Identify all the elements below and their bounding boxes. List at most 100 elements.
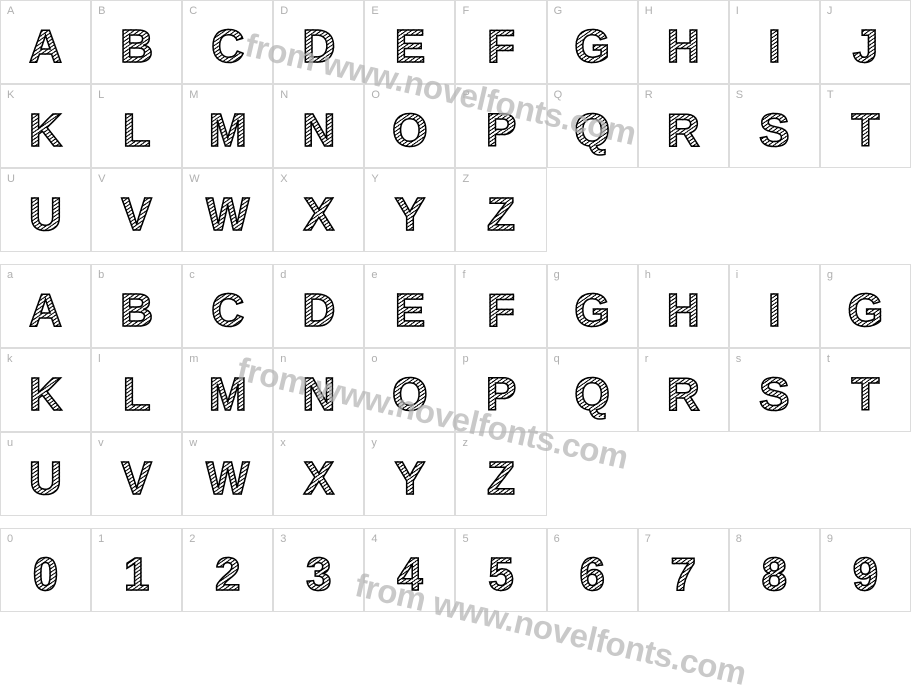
character-cell: xX [273,432,364,516]
cell-label: d [280,269,286,281]
character-cell: 00 [0,528,91,612]
cell-label: m [189,353,198,365]
cell-label: Q [554,89,563,101]
character-cell: JJ [820,0,911,84]
cell-glyph: P [486,371,517,417]
empty-cell [729,168,820,252]
cell-glyph: 1 [124,551,150,597]
character-cell: EE [364,0,455,84]
character-cell: lL [91,348,182,432]
cell-label: q [554,353,560,365]
cell-label: 9 [827,533,833,545]
cell-label: P [462,89,469,101]
cell-glyph: 4 [397,551,423,597]
cell-glyph: O [392,107,428,153]
cell-label: M [189,89,198,101]
cell-glyph: U [29,191,62,237]
cell-glyph: V [121,191,152,237]
cell-glyph: F [487,23,515,69]
character-cell: vV [91,432,182,516]
character-cell: VV [91,168,182,252]
character-cell: 66 [547,528,638,612]
cell-glyph: E [395,23,426,69]
character-cell: 55 [455,528,546,612]
cell-label: 1 [98,533,104,545]
empty-cell [547,432,638,516]
character-cell: YY [364,168,455,252]
cell-glyph: Z [487,455,515,501]
cell-label: K [7,89,14,101]
cell-label: 0 [7,533,13,545]
cell-glyph: A [29,23,62,69]
cell-glyph: L [123,371,151,417]
cell-glyph: M [209,107,247,153]
cell-glyph: 8 [762,551,788,597]
cell-glyph: B [120,23,153,69]
cell-glyph: K [29,371,62,417]
cell-label: h [645,269,651,281]
cell-glyph: Z [487,191,515,237]
cell-glyph: L [123,107,151,153]
character-cell: 44 [364,528,455,612]
cell-label: c [189,269,195,281]
character-cell: fF [455,264,546,348]
cell-label: n [280,353,286,365]
character-cell: AA [0,0,91,84]
empty-cell [729,432,820,516]
character-cell: TT [820,84,911,168]
grid-row: UUVVWWXXYYZZ [0,168,911,252]
character-cell: bB [91,264,182,348]
character-cell: 22 [182,528,273,612]
character-cell: MM [182,84,273,168]
empty-cell [547,168,638,252]
cell-label: g [554,269,560,281]
character-cell: ZZ [455,168,546,252]
character-cell: HH [638,0,729,84]
character-cell: GG [547,0,638,84]
cell-label: w [189,437,197,449]
character-cell: tT [820,348,911,432]
character-cell: QQ [547,84,638,168]
character-cell: CC [182,0,273,84]
character-cell: OO [364,84,455,168]
character-cell: eE [364,264,455,348]
character-cell: qQ [547,348,638,432]
cell-label: l [98,353,100,365]
character-cell: 77 [638,528,729,612]
character-cell: BB [91,0,182,84]
cell-label: e [371,269,377,281]
cell-glyph: B [120,287,153,333]
block-spacer [0,516,911,528]
character-cell: sS [729,348,820,432]
cell-label: N [280,89,288,101]
cell-label: W [189,173,199,185]
cell-glyph: D [302,23,335,69]
character-cell: nN [273,348,364,432]
cell-glyph: F [487,287,515,333]
cell-label: t [827,353,830,365]
cell-label: u [7,437,13,449]
cell-label: O [371,89,380,101]
cell-glyph: W [206,191,249,237]
cell-label: L [98,89,104,101]
font-character-map: AABBCCDDEEFFGGHHIIJJKKLLMMNNOOPPQQRRSSTT… [0,0,911,668]
cell-label: I [736,5,739,17]
character-cell: dD [273,264,364,348]
character-cell: mM [182,348,273,432]
cell-glyph: V [121,455,152,501]
character-cell: 99 [820,528,911,612]
cell-label: y [371,437,377,449]
cell-label: E [371,5,378,17]
empty-cell [820,168,911,252]
character-cell: FF [455,0,546,84]
cell-label: C [189,5,197,17]
cell-label: s [736,353,742,365]
cell-glyph: C [211,23,244,69]
cell-label: 8 [736,533,742,545]
cell-label: 3 [280,533,286,545]
cell-glyph: 7 [670,551,696,597]
cell-label: g [827,269,833,281]
character-cell: kK [0,348,91,432]
character-cell: zZ [455,432,546,516]
cell-label: f [462,269,465,281]
